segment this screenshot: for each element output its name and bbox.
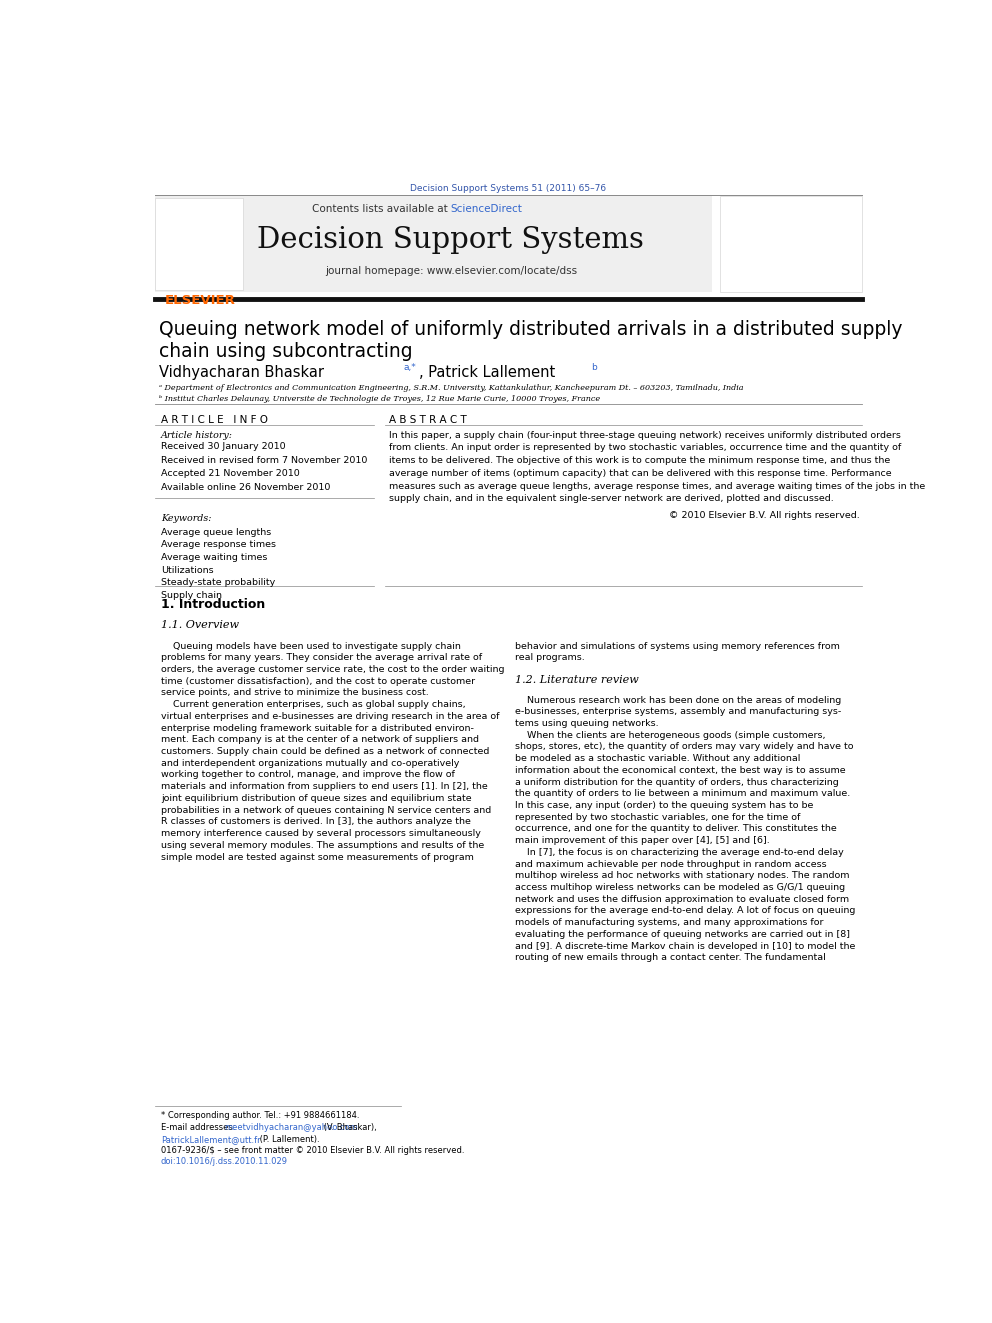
Text: Average response times: Average response times bbox=[161, 540, 276, 549]
Text: * Corresponding author. Tel.: +91 9884661184.: * Corresponding author. Tel.: +91 988466… bbox=[161, 1111, 359, 1121]
Text: customers. Supply chain could be defined as a network of connected: customers. Supply chain could be defined… bbox=[161, 747, 489, 755]
Text: measures such as average queue lengths, average response times, and average wait: measures such as average queue lengths, … bbox=[389, 482, 926, 491]
Text: Supply chain: Supply chain bbox=[161, 591, 222, 601]
Text: service points, and strive to minimize the business cost.: service points, and strive to minimize t… bbox=[161, 688, 429, 697]
Text: models of manufacturing systems, and many approximations for: models of manufacturing systems, and man… bbox=[515, 918, 823, 927]
Text: (V. Bhaskar),: (V. Bhaskar), bbox=[320, 1123, 377, 1132]
Text: and interdependent organizations mutually and co-operatively: and interdependent organizations mutuall… bbox=[161, 759, 459, 767]
Text: Received in revised form 7 November 2010: Received in revised form 7 November 2010 bbox=[161, 455, 367, 464]
Text: Decision Support Systems: Decision Support Systems bbox=[257, 226, 644, 254]
Text: (P. Lallement).: (P. Lallement). bbox=[257, 1135, 319, 1143]
Text: average number of items (optimum capacity) that can be delivered with this respo: average number of items (optimum capacit… bbox=[389, 468, 892, 478]
Text: A R T I C L E   I N F O: A R T I C L E I N F O bbox=[161, 415, 268, 426]
Text: ment. Each company is at the center of a network of suppliers and: ment. Each company is at the center of a… bbox=[161, 736, 479, 745]
Text: , Patrick Lallement: , Patrick Lallement bbox=[420, 365, 560, 380]
Text: be modeled as a stochastic variable. Without any additional: be modeled as a stochastic variable. Wit… bbox=[515, 754, 800, 763]
Text: routing of new emails through a contact center. The fundamental: routing of new emails through a contact … bbox=[515, 954, 825, 962]
Text: expressions for the average end-to-end delay. A lot of focus on queuing: expressions for the average end-to-end d… bbox=[515, 906, 855, 916]
Text: multihop wireless ad hoc networks with stationary nodes. The random: multihop wireless ad hoc networks with s… bbox=[515, 872, 849, 880]
Text: R classes of customers is derived. In [3], the authors analyze the: R classes of customers is derived. In [3… bbox=[161, 818, 471, 827]
Text: the quantity of orders to lie between a minimum and maximum value.: the quantity of orders to lie between a … bbox=[515, 790, 850, 798]
Bar bbox=[720, 196, 862, 292]
Text: ᵃ Department of Electronics and Communication Engineering, S.R.M. University, Ka: ᵃ Department of Electronics and Communic… bbox=[159, 384, 743, 392]
Text: ᵇ Institut Charles Delaunay, Universite de Technologie de Troyes, 12 Rue Marie C: ᵇ Institut Charles Delaunay, Universite … bbox=[159, 396, 600, 404]
Text: In this paper, a supply chain (four-input three-stage queuing network) receives : In this paper, a supply chain (four-inpu… bbox=[389, 431, 901, 439]
Text: materials and information from suppliers to end users [1]. In [2], the: materials and information from suppliers… bbox=[161, 782, 488, 791]
Text: main improvement of this paper over [4], [5] and [6].: main improvement of this paper over [4],… bbox=[515, 836, 770, 845]
Text: supply chain, and in the equivalent single-server network are derived, plotted a: supply chain, and in the equivalent sing… bbox=[389, 495, 834, 504]
Text: information about the economical context, the best way is to assume: information about the economical context… bbox=[515, 766, 845, 775]
Text: A B S T R A C T: A B S T R A C T bbox=[389, 415, 467, 426]
Text: Vidhyacharan Bhaskar: Vidhyacharan Bhaskar bbox=[159, 365, 328, 380]
Text: working together to control, manage, and improve the flow of: working together to control, manage, and… bbox=[161, 770, 454, 779]
Text: Accepted 21 November 2010: Accepted 21 November 2010 bbox=[161, 470, 300, 479]
Text: journal homepage: www.elsevier.com/locate/dss: journal homepage: www.elsevier.com/locat… bbox=[324, 266, 576, 275]
Text: Average waiting times: Average waiting times bbox=[161, 553, 267, 562]
Text: a uniform distribution for the quantity of orders, thus characterizing: a uniform distribution for the quantity … bbox=[515, 778, 838, 787]
Text: occurrence, and one for the quantity to deliver. This constitutes the: occurrence, and one for the quantity to … bbox=[515, 824, 836, 833]
Bar bbox=[155, 196, 712, 292]
Text: behavior and simulations of systems using memory references from: behavior and simulations of systems usin… bbox=[515, 642, 839, 651]
Text: Keywords:: Keywords: bbox=[161, 515, 211, 524]
Text: real programs.: real programs. bbox=[515, 654, 584, 663]
Text: evaluating the performance of queuing networks are carried out in [8]: evaluating the performance of queuing ne… bbox=[515, 930, 849, 939]
Text: 0167-9236/$ – see front matter © 2010 Elsevier B.V. All rights reserved.: 0167-9236/$ – see front matter © 2010 El… bbox=[161, 1146, 464, 1155]
Text: 1.2. Literature review: 1.2. Literature review bbox=[515, 675, 638, 685]
Text: PatrickLallement@utt.fr: PatrickLallement@utt.fr bbox=[161, 1135, 261, 1143]
Text: orders, the average customer service rate, the cost to the order waiting: orders, the average customer service rat… bbox=[161, 665, 504, 673]
Text: Steady-state probability: Steady-state probability bbox=[161, 578, 275, 587]
Text: Utilizations: Utilizations bbox=[161, 566, 213, 574]
Text: In [7], the focus is on characterizing the average end-to-end delay: In [7], the focus is on characterizing t… bbox=[515, 848, 843, 857]
Text: meetvidhyacharan@yahoo.com: meetvidhyacharan@yahoo.com bbox=[225, 1123, 358, 1132]
Text: Current generation enterprises, such as global supply chains,: Current generation enterprises, such as … bbox=[161, 700, 465, 709]
Text: Queuing models have been used to investigate supply chain: Queuing models have been used to investi… bbox=[161, 642, 460, 651]
Text: memory interference caused by several processors simultaneously: memory interference caused by several pr… bbox=[161, 830, 481, 837]
Bar bbox=[155, 198, 243, 290]
Text: virtual enterprises and e-businesses are driving research in the area of: virtual enterprises and e-businesses are… bbox=[161, 712, 499, 721]
Text: chain using subcontracting: chain using subcontracting bbox=[159, 343, 413, 361]
Text: problems for many years. They consider the average arrival rate of: problems for many years. They consider t… bbox=[161, 654, 482, 663]
Text: and maximum achievable per node throughput in random access: and maximum achievable per node throughp… bbox=[515, 860, 826, 869]
Text: ScienceDirect: ScienceDirect bbox=[450, 204, 523, 213]
Text: Article history:: Article history: bbox=[161, 431, 233, 439]
Text: © 2010 Elsevier B.V. All rights reserved.: © 2010 Elsevier B.V. All rights reserved… bbox=[669, 511, 860, 520]
Text: Contents lists available at: Contents lists available at bbox=[311, 204, 450, 213]
Text: Numerous research work has been done on the areas of modeling: Numerous research work has been done on … bbox=[515, 696, 841, 705]
Text: a,*: a,* bbox=[404, 363, 417, 372]
Text: Available online 26 November 2010: Available online 26 November 2010 bbox=[161, 483, 330, 492]
Text: E-mail addresses:: E-mail addresses: bbox=[161, 1123, 238, 1132]
Text: items to be delivered. The objective of this work is to compute the minimum resp: items to be delivered. The objective of … bbox=[389, 456, 891, 466]
Text: using several memory modules. The assumptions and results of the: using several memory modules. The assump… bbox=[161, 841, 484, 849]
Text: When the clients are heterogeneous goods (simple customers,: When the clients are heterogeneous goods… bbox=[515, 730, 825, 740]
Text: enterprise modeling framework suitable for a distributed environ-: enterprise modeling framework suitable f… bbox=[161, 724, 474, 733]
Text: shops, stores, etc), the quantity of orders may vary widely and have to: shops, stores, etc), the quantity of ord… bbox=[515, 742, 853, 751]
Text: tems using queuing networks.: tems using queuing networks. bbox=[515, 720, 658, 728]
Text: simple model are tested against some measurements of program: simple model are tested against some mea… bbox=[161, 852, 474, 861]
Text: Decision Support Systems 51 (2011) 65–76: Decision Support Systems 51 (2011) 65–76 bbox=[411, 184, 606, 193]
Text: ELSEVIER: ELSEVIER bbox=[165, 294, 236, 307]
Text: 1.1. Overview: 1.1. Overview bbox=[161, 620, 239, 630]
Text: Queuing network model of uniformly distributed arrivals in a distributed supply: Queuing network model of uniformly distr… bbox=[159, 320, 902, 339]
Text: In this case, any input (order) to the queuing system has to be: In this case, any input (order) to the q… bbox=[515, 800, 812, 810]
Text: network and uses the diffusion approximation to evaluate closed form: network and uses the diffusion approxima… bbox=[515, 894, 849, 904]
Text: Average queue lengths: Average queue lengths bbox=[161, 528, 271, 537]
Text: e-businesses, enterprise systems, assembly and manufacturing sys-: e-businesses, enterprise systems, assemb… bbox=[515, 708, 841, 716]
Text: Received 30 January 2010: Received 30 January 2010 bbox=[161, 442, 286, 451]
Text: joint equilibrium distribution of queue sizes and equilibrium state: joint equilibrium distribution of queue … bbox=[161, 794, 471, 803]
Text: time (customer dissatisfaction), and the cost to operate customer: time (customer dissatisfaction), and the… bbox=[161, 677, 475, 685]
Text: access multihop wireless networks can be modeled as G/G/1 queuing: access multihop wireless networks can be… bbox=[515, 882, 844, 892]
Text: from clients. An input order is represented by two stochastic variables, occurre: from clients. An input order is represen… bbox=[389, 443, 902, 452]
Text: and [9]. A discrete-time Markov chain is developed in [10] to model the: and [9]. A discrete-time Markov chain is… bbox=[515, 942, 855, 951]
Text: probabilities in a network of queues containing N service centers and: probabilities in a network of queues con… bbox=[161, 806, 491, 815]
Text: 1. Introduction: 1. Introduction bbox=[161, 598, 265, 611]
Text: doi:10.1016/j.dss.2010.11.029: doi:10.1016/j.dss.2010.11.029 bbox=[161, 1158, 288, 1166]
Text: represented by two stochastic variables, one for the time of: represented by two stochastic variables,… bbox=[515, 812, 800, 822]
Text: b: b bbox=[591, 363, 597, 372]
